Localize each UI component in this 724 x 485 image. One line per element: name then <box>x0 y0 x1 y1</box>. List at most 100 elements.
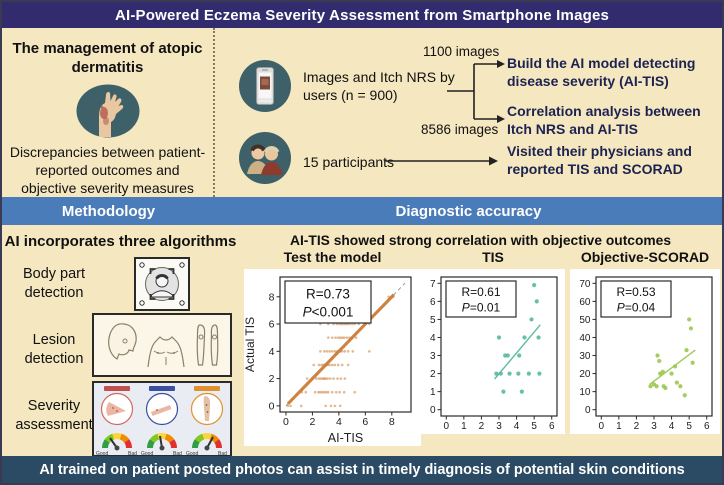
participants-icon <box>239 132 291 184</box>
svg-text:Actual TIS: Actual TIS <box>244 317 257 372</box>
severity-foot-panel: Good Bad <box>96 386 137 456</box>
svg-text:8: 8 <box>389 416 395 428</box>
diagnostic-heading: AI-TIS showed strong correlation with ob… <box>290 233 671 248</box>
svg-text:20: 20 <box>579 369 591 380</box>
svg-text:2: 2 <box>634 421 640 432</box>
svg-text:5: 5 <box>430 315 436 326</box>
svg-text:R=0.61: R=0.61 <box>461 285 500 299</box>
scatter-plot-scorad: Objective-SCORAD 0 1 2 3 4 5 6 0 10 20 30 40 50 60 70 R… <box>570 249 720 434</box>
gauge-good-label: Good <box>141 451 153 456</box>
svg-text:R=0.73: R=0.73 <box>306 287 350 302</box>
study-flow-panel: Images and Itch NRS by users (n = 900) 1… <box>215 28 722 197</box>
scatter-plot-tis: TIS 0 1 2 3 4 5 6 0 1 2 3 4 5 6 7 R=0.61 P=0.01 <box>421 249 565 434</box>
participants-label: 15 participants <box>303 154 395 170</box>
methodology-panel: AI incorporates three algorithms Body pa… <box>2 225 239 457</box>
svg-text:4: 4 <box>669 421 675 432</box>
svg-text:P=0.01: P=0.01 <box>462 301 501 315</box>
svg-text:6: 6 <box>704 421 710 432</box>
chart-title: TIS <box>482 249 504 265</box>
svg-text:0: 0 <box>269 400 275 412</box>
problem-heading: The management of atopic dermatitis <box>12 40 203 76</box>
smartphone-icon <box>239 60 291 112</box>
hand-dermatitis-icon <box>75 83 141 139</box>
methodology-heading: AI incorporates three algorithms <box>4 233 237 250</box>
scatter-plot-test-model: Test the model 0 2 4 6 8 0 2 4 6 8 R=0.73 P<0.001 Ac… <box>244 249 421 446</box>
problem-panel: The management of atopic dermatitis Disc… <box>2 28 215 197</box>
svg-text:0: 0 <box>598 421 604 432</box>
svg-text:50: 50 <box>579 315 591 326</box>
gauge-bad-label: Bad <box>218 451 227 456</box>
chart-title: Test the model <box>283 249 382 265</box>
svg-text:6: 6 <box>430 297 436 308</box>
svg-text:7: 7 <box>430 279 436 290</box>
svg-text:1: 1 <box>461 421 467 432</box>
svg-text:4: 4 <box>430 333 436 344</box>
section-header-methodology: Methodology <box>61 202 156 220</box>
svg-text:2: 2 <box>269 373 275 385</box>
step-label-body-part: Body part detection <box>22 266 86 301</box>
svg-text:2: 2 <box>309 416 315 428</box>
svg-text:P<0.001: P<0.001 <box>303 305 354 320</box>
gauge-good-label: Good <box>96 451 108 456</box>
upper-section: The management of atopic dermatitis Disc… <box>2 28 722 197</box>
outcome-physician-visit: Visited their physicians and reported TI… <box>507 143 692 178</box>
svg-text:0: 0 <box>443 421 449 432</box>
conclusion-banner: AI trained on patient posted photos can … <box>2 456 722 483</box>
svg-text:6: 6 <box>549 421 555 432</box>
svg-text:3: 3 <box>430 351 436 362</box>
svg-text:3: 3 <box>651 421 657 432</box>
svg-text:1: 1 <box>616 421 622 432</box>
svg-text:5: 5 <box>686 421 692 432</box>
body-part-detection-icon <box>134 257 190 311</box>
gauge-good-label: Good <box>186 451 198 456</box>
lower-section: AI incorporates three algorithms Body pa… <box>2 225 722 457</box>
svg-text:R=0.53: R=0.53 <box>616 285 655 299</box>
svg-text:6: 6 <box>269 319 275 331</box>
svg-text:5: 5 <box>531 421 537 432</box>
svg-text:8: 8 <box>269 291 275 303</box>
svg-text:AI-TIS: AI-TIS <box>328 431 363 445</box>
severity-assessment-icon: Good Bad Good Bad <box>92 381 232 457</box>
svg-text:P=0.04: P=0.04 <box>617 301 656 315</box>
diagnostic-panel: AI-TIS showed strong correlation with ob… <box>239 225 722 456</box>
severity-leg-panel: Good Bad <box>186 386 227 456</box>
gauge-bad-label: Bad <box>128 451 137 456</box>
svg-text:2: 2 <box>430 369 436 380</box>
svg-text:2: 2 <box>479 421 485 432</box>
title-banner: AI-Powered Eczema Severity Assessment fr… <box>2 2 722 28</box>
chart-canvas: 0 1 2 3 4 5 6 0 10 20 30 40 50 60 70 R=0.53 P=0.04 <box>570 269 720 434</box>
step-label-lesion: Lesion detection <box>24 332 84 367</box>
arrow-to-physicians <box>385 156 498 166</box>
svg-text:0: 0 <box>585 405 591 416</box>
step-label-severity: Severity assessment <box>15 398 93 433</box>
gauge-bad-label: Bad <box>173 451 182 456</box>
chart-canvas: 0 2 4 6 8 0 2 4 6 8 R=0.73 P<0.001 Actual TIS AI-TIS <box>244 269 421 446</box>
svg-text:0: 0 <box>283 416 289 428</box>
problem-body: Discrepancies between patient-reported o… <box>9 143 206 196</box>
svg-text:4: 4 <box>336 416 342 428</box>
svg-text:10: 10 <box>579 387 591 398</box>
chart-title: Objective-SCORAD <box>580 249 710 265</box>
images-build-count: 1100 images <box>423 44 500 59</box>
svg-text:4: 4 <box>514 421 520 432</box>
lesion-detection-icon <box>92 313 232 377</box>
svg-text:4: 4 <box>269 346 275 358</box>
svg-text:40: 40 <box>579 333 591 344</box>
conclusion-text: AI trained on patient posted photos can … <box>39 461 685 478</box>
svg-text:30: 30 <box>579 351 591 362</box>
svg-text:3: 3 <box>496 421 502 432</box>
outcome-correlation: Correlation analysis between Itch NRS an… <box>507 103 701 138</box>
severity-arm-panel: Good Bad <box>141 386 182 456</box>
branch-arrows <box>447 60 505 123</box>
section-header-diagnostic: Diagnostic accuracy <box>395 202 542 220</box>
users-label: Images and Itch NRS by users (n = 900) <box>303 69 455 104</box>
page-title: AI-Powered Eczema Severity Assessment fr… <box>114 6 610 24</box>
svg-text:1: 1 <box>430 387 436 398</box>
svg-text:0: 0 <box>430 405 436 416</box>
svg-text:60: 60 <box>579 297 591 308</box>
images-corr-count: 8586 images <box>421 122 499 137</box>
svg-text:70: 70 <box>579 279 591 290</box>
section-header-band: Methodology Diagnostic accuracy <box>2 197 722 225</box>
outcome-build-model: Build the AI model detecting disease sev… <box>507 55 696 90</box>
